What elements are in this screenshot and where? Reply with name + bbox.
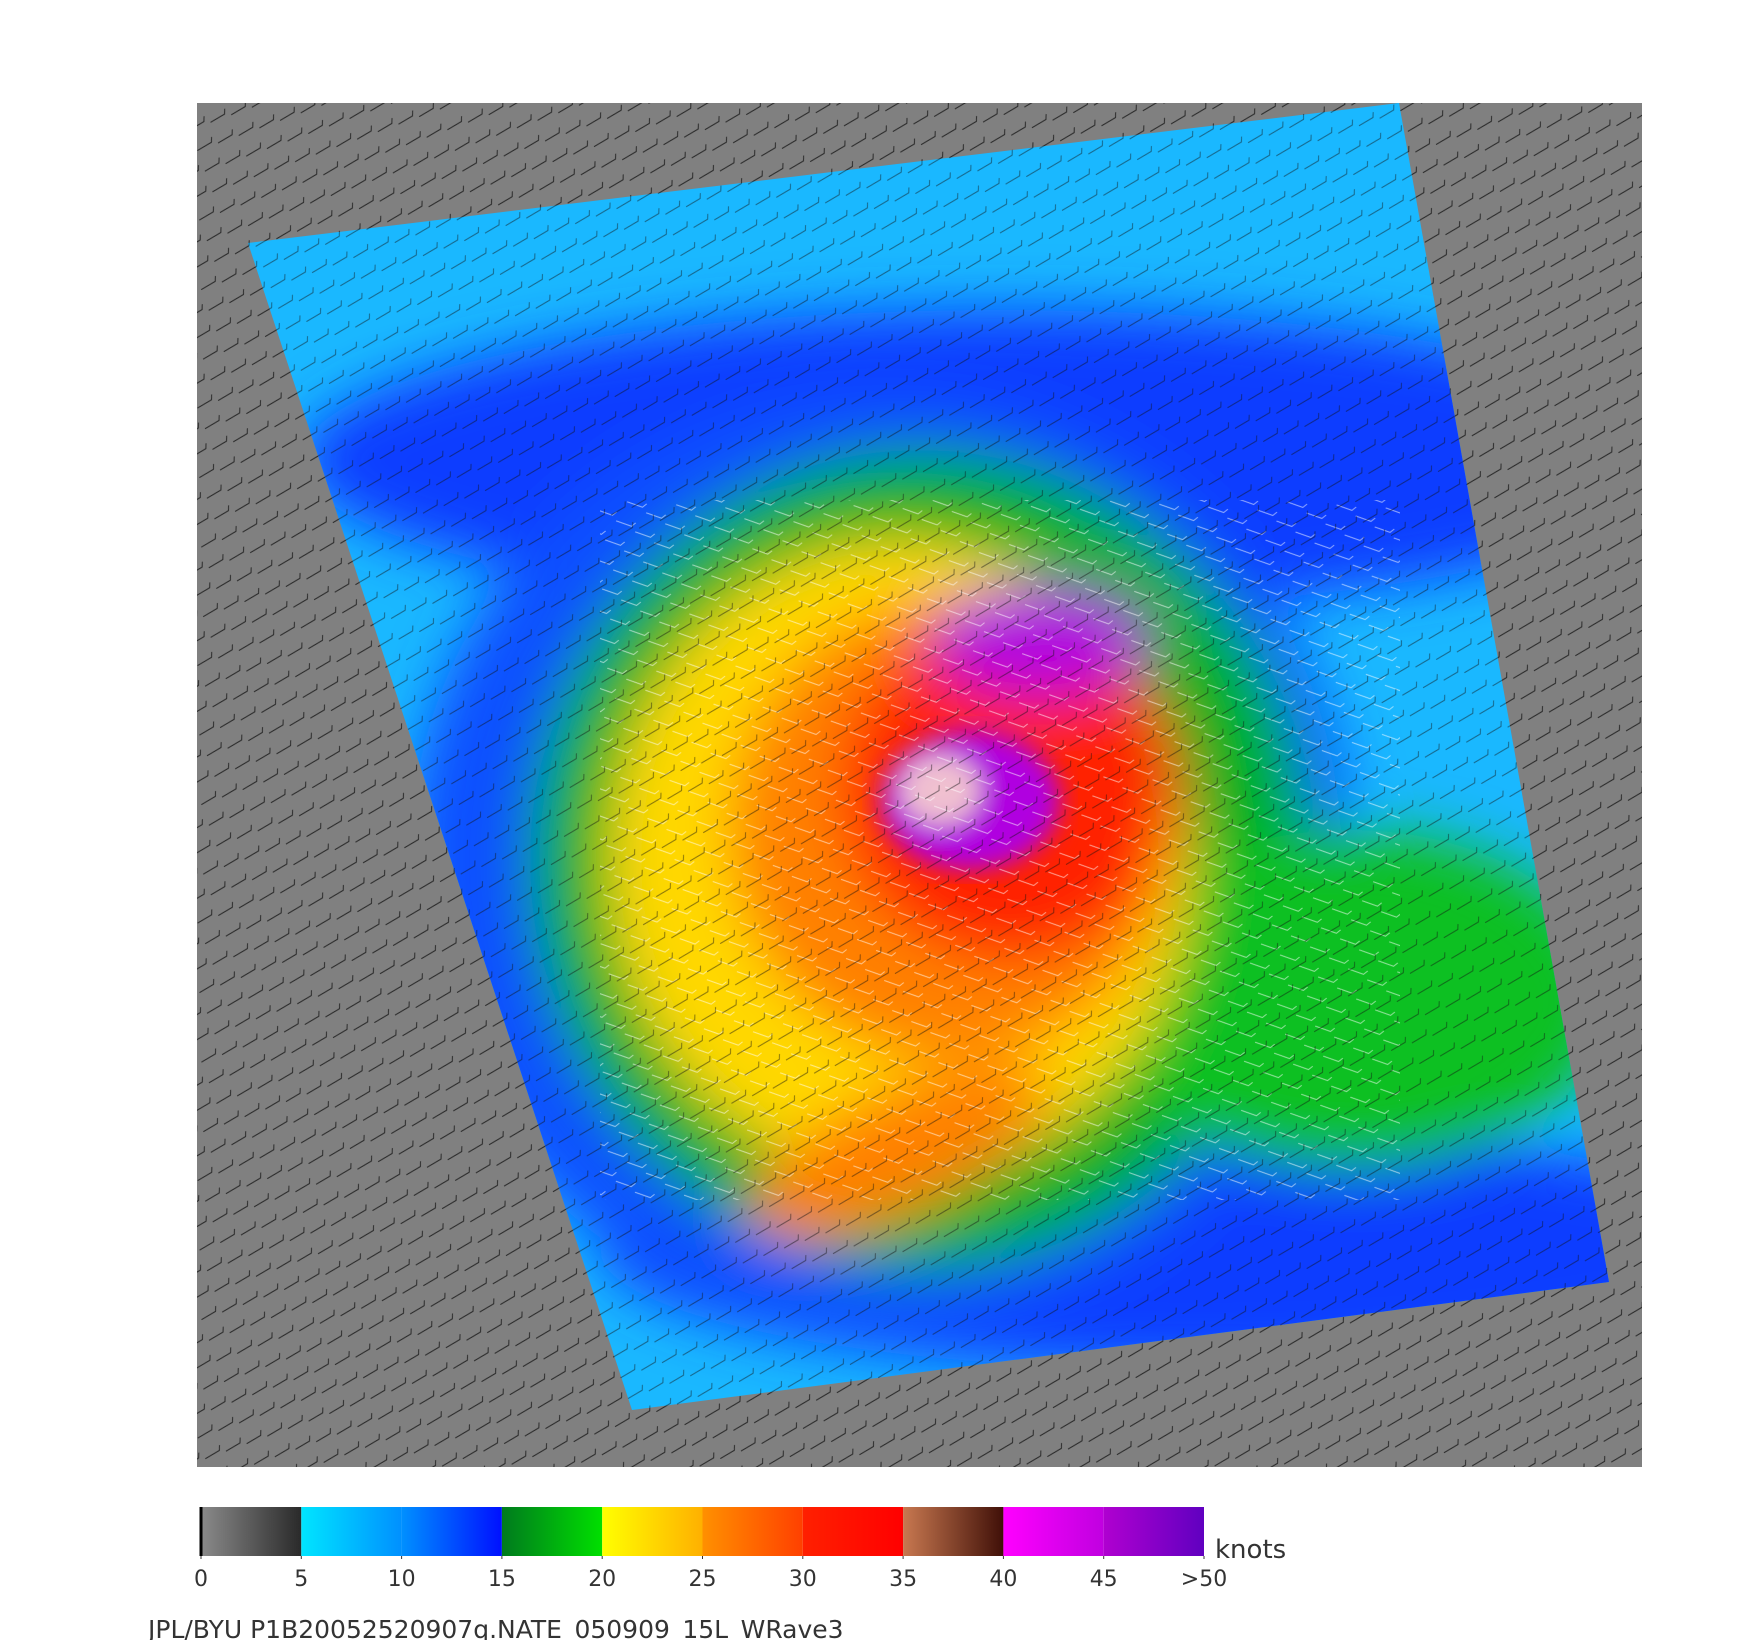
colorbar-segment (1003, 1507, 1104, 1556)
colorbar-tick-label: 30 (789, 1567, 817, 1592)
colorbar-tick-label: 25 (689, 1567, 717, 1592)
colorbar-tick-label: 20 (588, 1567, 616, 1592)
colorbar: 0 5 10 15 20 25 30 35 40 45 >50 (194, 1507, 1227, 1592)
colorbar-tick-label: 10 (388, 1567, 416, 1592)
colorbar-tick-label: 5 (294, 1567, 308, 1592)
caption: JPL/BYU P1B20052520907q.NATE_050909_15L_… (146, 1615, 844, 1640)
colorbar-tick-label: 35 (889, 1567, 917, 1592)
colorbar-segment (301, 1507, 402, 1556)
colorbar-segment (501, 1507, 603, 1556)
colorbar-tick-label: >50 (1181, 1567, 1227, 1592)
colorbar-segment (1103, 1507, 1204, 1556)
colorbar-segment (903, 1507, 1004, 1556)
colorbar-unit: knots (1215, 1535, 1286, 1565)
swath (248, 103, 1609, 1410)
colorbar-tick-label: 40 (989, 1567, 1017, 1592)
wind-map (197, 103, 1642, 1467)
colorbar-tick-label: 0 (194, 1567, 208, 1592)
colorbar-segment (201, 1507, 302, 1556)
colorbar-segment (702, 1507, 803, 1556)
colorbar-tick-label: 45 (1090, 1567, 1118, 1592)
colorbar-segment (802, 1507, 904, 1556)
colorbar-segment (401, 1507, 502, 1556)
colorbar-segment (602, 1507, 703, 1556)
colorbar-tick-label: 15 (488, 1567, 516, 1592)
